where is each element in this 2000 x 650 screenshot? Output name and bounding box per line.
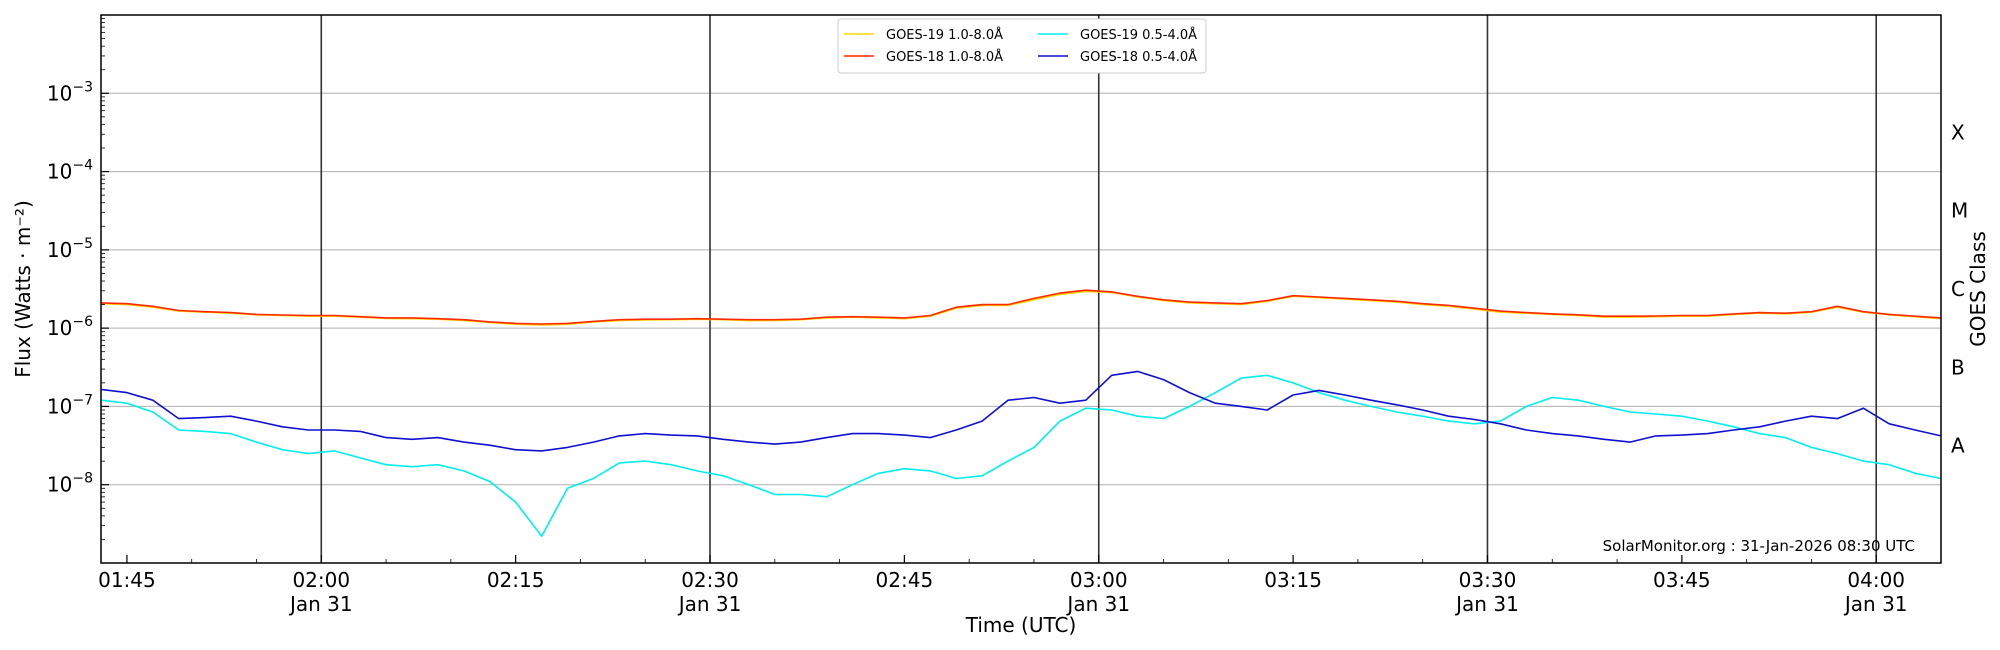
goes-class-label: B	[1951, 355, 1965, 379]
y-tick-label: 10−6	[47, 314, 93, 340]
y-tick-label: 10−8	[47, 471, 93, 497]
x-tick-label: 03:45	[1653, 568, 1711, 592]
x-tick-label: 02:00	[292, 568, 350, 592]
legend-entry-label: GOES-19 1.0-8.0Å	[886, 27, 1003, 43]
goes-class-ticks: A B C M X	[1951, 120, 1968, 457]
x-tick-date-label: Jan 31	[677, 592, 742, 616]
x-tick-label: 04:00	[1847, 568, 1905, 592]
x-tick-label: 03:15	[1264, 568, 1322, 592]
goes-class-label: A	[1951, 434, 1965, 458]
legend-entry-label: GOES-19 0.5-4.0Å	[1080, 27, 1197, 43]
x-tick-date-label: Jan 31	[1454, 592, 1519, 616]
series-lines	[100, 289, 1942, 538]
series-line-3	[100, 374, 1942, 538]
legend-box	[837, 18, 1207, 74]
y-gridlines	[101, 92, 1941, 486]
legend: GOES-19 1.0-8.0Å GOES-18 1.0-8.0Å GOES-19 …	[837, 18, 1207, 74]
goes-class-axis-label: GOES Class	[1966, 231, 1990, 347]
hour-marker-lines	[320, 15, 1878, 563]
y-tick-label: 10−4	[47, 158, 93, 184]
x-tick-date-label: Jan 31	[1843, 592, 1908, 616]
goes-class-label: X	[1951, 120, 1965, 144]
x-tick-label: 03:00	[1070, 568, 1128, 592]
x-tick-label: 01:45	[98, 568, 156, 592]
y-tick-label: 10−7	[47, 392, 93, 418]
x-tick-label: 02:30	[681, 568, 739, 592]
series-line-1	[100, 290, 1942, 326]
y-tick-label: 10−3	[47, 79, 93, 105]
series-line-2	[100, 289, 1942, 325]
goes-class-label: M	[1951, 199, 1968, 223]
y-axis-ticks: 10−8 10−7 10−6 10−5 10−4 10−3	[47, 18, 109, 540]
x-tick-label: 03:30	[1459, 568, 1517, 592]
x-tick-date-label: Jan 31	[288, 592, 353, 616]
credit-text: SolarMonitor.org : 31-Jan-2026 08:30 UTC	[1603, 537, 1915, 555]
legend-entry-label: GOES-18 0.5-4.0Å	[1080, 49, 1197, 65]
series-line-4	[100, 370, 1942, 452]
x-tick-label: 02:45	[876, 568, 934, 592]
x-axis-label: Time (UTC)	[965, 613, 1077, 637]
legend-entry-label: GOES-18 1.0-8.0Å	[886, 49, 1003, 65]
goes-class-label: C	[1951, 277, 1965, 301]
x-tick-label: 02:15	[487, 568, 545, 592]
plot-frame	[100, 14, 1942, 564]
y-axis-label: Flux (Watts · m⁻²)	[11, 200, 35, 378]
y-tick-label: 10−5	[47, 236, 93, 262]
x-tick-date-label: Jan 31	[1065, 592, 1130, 616]
